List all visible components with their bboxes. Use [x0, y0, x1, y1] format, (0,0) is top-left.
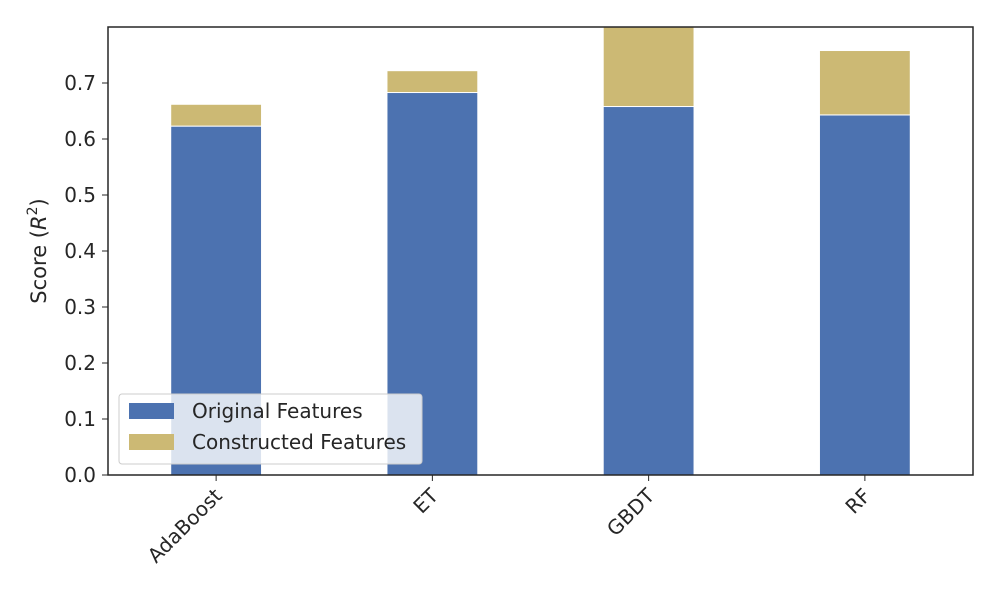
bar-gbdt-original [602, 106, 695, 476]
x-tick-label-rf: RF [840, 484, 875, 519]
y-axis-label-text: Score [27, 245, 51, 304]
y-tick-label: 0.0 [64, 463, 96, 487]
x-tick-label-et: ET [408, 483, 443, 518]
y-tick-label: 0.5 [64, 183, 96, 207]
bar-gbdt-constructed [602, 26, 695, 108]
legend-label-original: Original Features [192, 399, 363, 423]
y-tick-label: 0.4 [64, 239, 96, 263]
y-axis-label-symbol: R [27, 215, 51, 230]
legend: Original Features Constructed Features [118, 393, 423, 465]
legend-label-constructed: Constructed Features [192, 430, 406, 454]
y-axis-label-exponent: 2 [25, 206, 41, 215]
bar-rf-constructed [818, 50, 911, 116]
y-tick-label: 0.1 [64, 407, 96, 431]
legend-frame [118, 393, 423, 465]
y-axis-ticks: 0.0 0.1 0.2 0.3 0.4 0.5 0.6 0.7 [64, 71, 108, 487]
bar-adaboost-constructed [170, 103, 263, 127]
y-tick-label: 0.3 [64, 295, 96, 319]
x-tick-label-gbdt: GBDT [602, 483, 660, 541]
y-axis-label: Score (R2) [25, 198, 51, 303]
x-tick-label-adaboost: AdaBoost [143, 483, 227, 567]
x-axis-ticks: AdaBoost ET GBDT RF [143, 475, 875, 568]
y-tick-label: 0.6 [64, 127, 96, 151]
y-tick-label: 0.7 [64, 71, 96, 95]
y-tick-label: 0.2 [64, 351, 96, 375]
legend-swatch-constructed [129, 434, 174, 450]
bar-et-constructed [386, 70, 479, 94]
legend-swatch-original [129, 403, 174, 419]
bar-rf-original [818, 114, 911, 476]
